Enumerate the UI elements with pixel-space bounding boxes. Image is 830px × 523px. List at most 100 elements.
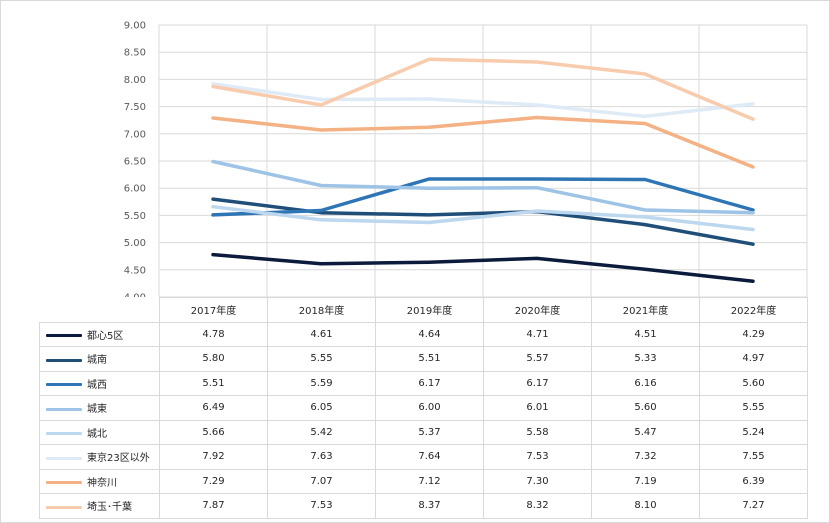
series-line-5	[211, 82, 755, 119]
data-value-cell: 5.33	[591, 346, 700, 372]
data-value-cell: 7.64	[375, 444, 484, 470]
legend-swatch	[46, 383, 82, 387]
legend-entry: 東京23区以外	[39, 444, 160, 470]
legend-swatch	[46, 456, 82, 460]
series-name: 城西	[87, 379, 107, 391]
x-category-label: 2022年度	[699, 297, 808, 323]
y-tick-label: 5.50	[124, 211, 146, 222]
data-value-cell: 7.53	[483, 444, 592, 470]
series-name: 埼玉･千葉	[87, 502, 132, 514]
data-value-cell: 4.51	[591, 321, 700, 347]
legend-entry: 神奈川	[39, 468, 160, 494]
y-tick-label: 7.00	[124, 129, 146, 140]
data-value-cell: 5.24	[699, 419, 808, 445]
table-row: 東京23区以外 7.92 7.63 7.64 7.53 7.32 7.55	[39, 444, 808, 470]
data-value-cell: 5.42	[267, 419, 376, 445]
series-line-6	[211, 115, 755, 169]
data-value-cell: 8.10	[591, 493, 700, 519]
series-name: 神奈川	[87, 477, 117, 489]
legend-entry: 城北	[39, 419, 160, 445]
data-value-cell: 7.27	[699, 493, 808, 519]
data-value-cell: 7.92	[159, 444, 268, 470]
data-value-cell: 6.17	[375, 370, 484, 396]
data-value-cell: 4.61	[267, 321, 376, 347]
gridlines	[158, 24, 808, 297]
series-name: 城北	[87, 428, 107, 440]
data-value-cell: 4.97	[699, 346, 808, 372]
y-tick-label: 5.00	[124, 238, 146, 249]
data-value-cell: 5.55	[699, 395, 808, 421]
series-name: 城南	[87, 355, 107, 367]
table-row: 神奈川 7.29 7.07 7.12 7.30 7.19 6.39	[39, 468, 808, 494]
data-value-cell: 5.60	[699, 370, 808, 396]
data-value-cell: 5.66	[159, 419, 268, 445]
series-lines	[211, 57, 755, 283]
legend-entry: 城南	[39, 346, 160, 372]
table-corner	[39, 297, 160, 323]
data-value-cell: 6.39	[699, 468, 808, 494]
data-value-cell: 7.29	[159, 468, 268, 494]
series-name: 都心5区	[87, 330, 124, 342]
table-row: 城東 6.49 6.05 6.00 6.01 5.60 5.55	[39, 395, 808, 421]
data-value-cell: 6.00	[375, 395, 484, 421]
data-value-cell: 6.01	[483, 395, 592, 421]
line-chart-plot: 4.00 4.50 5.00 5.50 6.00 6.50 7.00 7.50 8.00 8.50…	[124, 21, 808, 298]
y-tick-label: 9.00	[124, 21, 146, 32]
table-row: 都心5区 4.78 4.61 4.64 4.71 4.51 4.29	[39, 321, 808, 347]
legend-entry: 城東	[39, 395, 160, 421]
data-value-cell: 5.47	[591, 419, 700, 445]
legend-swatch	[46, 505, 82, 509]
data-value-cell: 4.29	[699, 321, 808, 347]
y-tick-label: 8.00	[124, 75, 146, 86]
y-tick-label: 4.00	[124, 293, 146, 298]
data-value-cell: 7.32	[591, 444, 700, 470]
x-category-label: 2019年度	[375, 297, 484, 323]
data-value-cell: 7.19	[591, 468, 700, 494]
legend-entry: 都心5区	[39, 321, 160, 347]
series-line-7	[211, 57, 755, 121]
series-line-4	[211, 204, 755, 232]
data-value-cell: 7.87	[159, 493, 268, 519]
data-value-cell: 6.16	[591, 370, 700, 396]
y-tick-label: 6.50	[124, 157, 146, 168]
data-value-cell: 5.57	[483, 346, 592, 372]
data-value-cell: 8.37	[375, 493, 484, 519]
table-row: 埼玉･千葉 7.87 7.53 8.37 8.32 8.10 7.27	[39, 493, 808, 519]
data-value-cell: 5.37	[375, 419, 484, 445]
data-value-cell: 7.07	[267, 468, 376, 494]
data-value-cell: 4.78	[159, 321, 268, 347]
data-value-cell: 5.59	[267, 370, 376, 396]
data-value-cell: 6.49	[159, 395, 268, 421]
y-tick-label: 4.50	[124, 265, 146, 276]
legend-entry: 城西	[39, 370, 160, 396]
x-category-label: 2018年度	[267, 297, 376, 323]
data-value-cell: 5.51	[159, 370, 268, 396]
data-value-cell: 6.17	[483, 370, 592, 396]
legend-swatch	[46, 358, 82, 362]
data-value-cell: 7.53	[267, 493, 376, 519]
data-value-cell: 4.64	[375, 321, 484, 347]
data-value-cell: 5.60	[591, 395, 700, 421]
data-value-cell: 5.55	[267, 346, 376, 372]
y-axis-tick-labels: 4.00 4.50 5.00 5.50 6.00 6.50 7.00 7.50 8.00 8.50…	[124, 21, 146, 298]
data-value-cell: 5.80	[159, 346, 268, 372]
legend-swatch	[46, 481, 82, 485]
series-name: 東京23区以外	[87, 453, 150, 465]
table-row: 城南 5.80 5.55 5.51 5.57 5.33 4.97	[39, 346, 808, 372]
legend-entry: 埼玉･千葉	[39, 493, 160, 519]
table-row: 城北 5.66 5.42 5.37 5.58 5.47 5.24	[39, 419, 808, 445]
x-category-label: 2020年度	[483, 297, 592, 323]
data-value-cell: 8.32	[483, 493, 592, 519]
legend-swatch	[46, 432, 82, 436]
x-category-label: 2021年度	[591, 297, 700, 323]
data-value-cell: 7.63	[267, 444, 376, 470]
y-tick-label: 7.50	[124, 102, 146, 113]
data-table-header-row: 2017年度 2018年度 2019年度 2020年度 2021年度 2022年度	[39, 297, 808, 323]
data-value-cell: 5.51	[375, 346, 484, 372]
legend-swatch	[46, 334, 82, 338]
data-value-cell: 4.71	[483, 321, 592, 347]
x-category-label: 2017年度	[159, 297, 268, 323]
series-line-2	[211, 177, 755, 217]
data-value-cell: 7.55	[699, 444, 808, 470]
